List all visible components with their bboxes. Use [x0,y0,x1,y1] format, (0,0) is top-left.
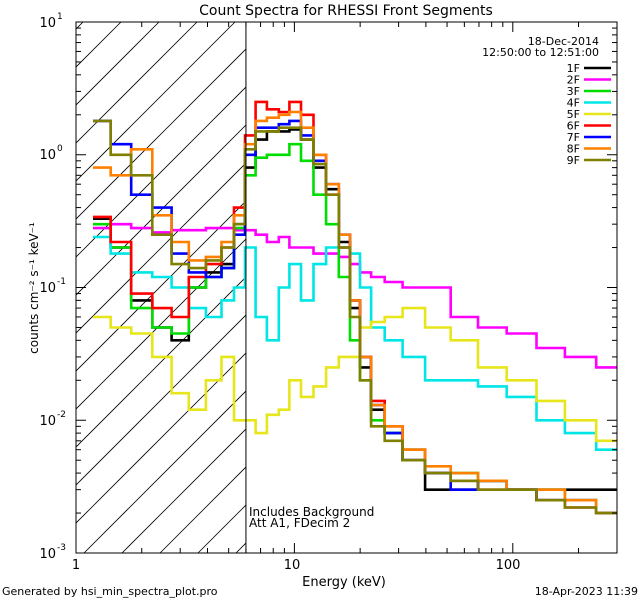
date-label: 18-Dec-2014 [528,35,599,48]
svg-text:10: 10 [39,281,56,296]
svg-text:0: 0 [57,144,63,154]
legend-label: 4F [567,97,580,110]
legend-label: 2F [567,74,580,87]
hatch-line [76,22,198,144]
hatch-line [76,200,246,372]
hatch-line [76,22,236,182]
svg-text:-3: -3 [57,543,66,553]
x-tick-label: 1 [72,558,80,573]
y-axis-label: counts cm⁻² s⁻¹ keV⁻¹ [27,222,41,354]
legend-label: 7F [567,131,580,144]
hatch-line [76,352,246,524]
footer-generated-by: Generated by hsi_min_spectra_plot.pro [2,585,218,598]
y-tick-label: 10 -3 [39,543,66,562]
legend-label: 3F [567,85,580,98]
hatch-line [76,162,246,334]
legend-label: 8F [567,143,580,156]
legend-label: 9F [567,154,580,167]
chart-title: Count Spectra for RHESSI Front Segments [199,3,493,19]
svg-text:10: 10 [39,414,56,429]
series-line-5f [93,306,617,443]
x-tick-label: 100 [496,558,521,573]
legend-label: 6F [567,120,580,133]
y-tick-label: 10 -2 [39,410,66,429]
axis-ticks [75,21,618,554]
annotation-attenuator: Att A1, FDecim 2 [249,516,350,530]
annotation-background: Includes Background [249,505,374,519]
svg-text:-1: -1 [57,277,66,287]
hatch-line [76,86,246,258]
series-line-9f [93,119,617,515]
series-line-2f [93,222,617,369]
hatch-line [76,314,246,486]
y-tick-label: 10 -1 [39,277,66,296]
x-axis-label: Energy (keV) [302,575,386,590]
series-layer [93,100,617,515]
hatch-line [83,390,246,553]
svg-text:10: 10 [39,148,56,163]
legend-label: 1F [567,62,580,75]
svg-text:1: 1 [57,12,63,22]
svg-text:-2: -2 [57,410,66,420]
footer-timestamp: 18-Apr-2023 11:39 [535,585,638,598]
svg-text:10: 10 [39,16,56,31]
hatch-line [121,428,246,553]
svg-text:10: 10 [39,547,56,562]
y-tick-label: 10 0 [39,144,63,163]
legend-label: 5F [567,108,580,121]
x-tick-label: 10 [284,558,301,573]
hatch-line [76,48,246,220]
series-line-8f [93,110,617,515]
time-range-label: 12:50:00 to 12:51:00 [482,46,599,59]
y-tick-label: 10 1 [39,12,62,31]
